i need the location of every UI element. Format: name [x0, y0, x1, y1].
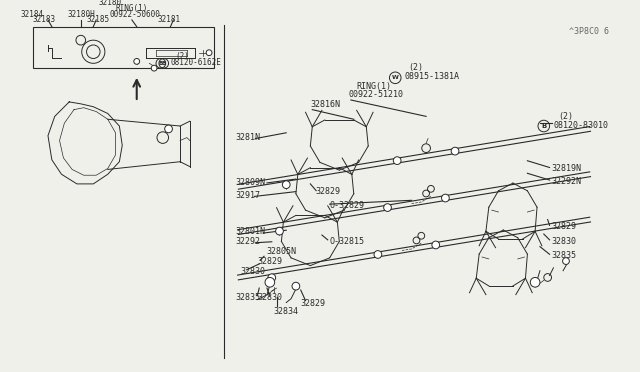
Text: 00922-51210: 00922-51210	[349, 90, 404, 99]
Text: 32834: 32834	[274, 307, 299, 316]
Text: B: B	[541, 123, 547, 129]
Text: 32835: 32835	[552, 251, 577, 260]
Text: 32819N: 32819N	[552, 164, 582, 173]
Circle shape	[134, 58, 140, 64]
Text: 32835: 32835	[235, 293, 260, 302]
Text: 32180: 32180	[98, 0, 121, 7]
Text: 32292: 32292	[235, 237, 260, 246]
Circle shape	[268, 274, 276, 282]
Text: (2): (2)	[175, 52, 189, 61]
Text: 32185: 32185	[86, 15, 109, 24]
Circle shape	[276, 227, 284, 235]
Text: 32829: 32829	[301, 299, 326, 308]
Circle shape	[292, 282, 300, 290]
Text: 32917: 32917	[235, 191, 260, 201]
Text: 32829: 32829	[552, 222, 577, 231]
Text: ^3P8C0 6: ^3P8C0 6	[570, 28, 609, 36]
Circle shape	[265, 278, 275, 287]
Text: 32830: 32830	[552, 237, 577, 246]
Text: W: W	[392, 75, 399, 80]
Text: 32181: 32181	[158, 15, 181, 24]
Text: B: B	[159, 61, 163, 66]
Text: 32830: 32830	[240, 267, 265, 276]
Text: 32809N: 32809N	[235, 178, 265, 187]
Text: (2): (2)	[409, 63, 424, 72]
Circle shape	[151, 65, 157, 71]
Text: 08915-1381A: 08915-1381A	[405, 72, 460, 81]
Text: 32805N: 32805N	[266, 247, 296, 256]
Text: O-32829: O-32829	[330, 201, 365, 210]
Bar	[33, 27, 214, 68]
Text: 32816N: 32816N	[310, 100, 340, 109]
Circle shape	[451, 147, 459, 155]
Text: 3281N: 3281N	[235, 134, 260, 142]
Circle shape	[282, 181, 290, 189]
Text: 32829: 32829	[257, 257, 282, 266]
Circle shape	[164, 125, 172, 133]
Circle shape	[394, 157, 401, 164]
Text: 32183: 32183	[33, 15, 56, 24]
Text: 32292N: 32292N	[552, 177, 582, 186]
Text: 00922-50600: 00922-50600	[109, 10, 161, 19]
Circle shape	[531, 278, 540, 287]
Text: 32180H: 32180H	[67, 10, 95, 19]
Text: 32801N: 32801N	[235, 227, 265, 236]
Circle shape	[442, 194, 449, 202]
Circle shape	[563, 258, 570, 264]
Text: RING(1): RING(1)	[115, 4, 148, 13]
Circle shape	[374, 251, 381, 258]
Circle shape	[206, 50, 212, 55]
Text: 32830: 32830	[257, 293, 282, 302]
Text: 08120-83010: 08120-83010	[554, 121, 609, 130]
Circle shape	[432, 241, 440, 249]
Text: 32829: 32829	[315, 186, 340, 196]
Text: (2): (2)	[558, 112, 573, 121]
Text: B: B	[162, 61, 166, 66]
Text: 08120-6162E: 08120-6162E	[170, 58, 221, 67]
Circle shape	[383, 204, 392, 211]
Text: O-32815: O-32815	[330, 237, 365, 246]
Text: RING(1): RING(1)	[356, 82, 392, 92]
Text: 32184: 32184	[21, 10, 44, 19]
